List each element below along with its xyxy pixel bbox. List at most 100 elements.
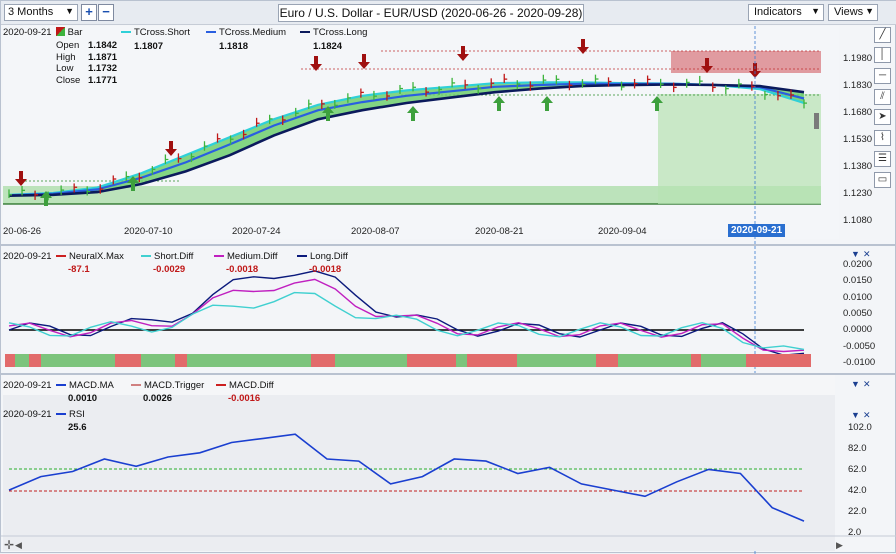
buy-arrow-icon xyxy=(127,176,139,191)
indicators-label: Indicators xyxy=(754,6,802,18)
bar-icon xyxy=(56,27,65,36)
legend-name: TCross.Short xyxy=(134,27,190,38)
buy-arrow-icon xyxy=(40,191,52,206)
zoom-in-button[interactable]: + xyxy=(81,4,97,21)
neural-strip-cell xyxy=(691,354,701,367)
scroll-right-icon[interactable]: ▶ xyxy=(836,540,843,550)
legend-value: 1.1807 xyxy=(134,41,164,52)
indicators-button[interactable]: Indicators ▼ xyxy=(748,4,824,21)
legend-name: Short.Diff xyxy=(154,251,194,262)
collapse-panel-icon[interactable]: ▼ xyxy=(851,379,860,389)
channel-tool-icon[interactable]: ⫽ xyxy=(874,89,891,105)
x-tick: 2020-09-04 xyxy=(598,226,647,237)
bar-label: Bar xyxy=(67,27,83,38)
toolbar: 3 Months ▼ + − Euro / U.S. Dollar - EUR/… xyxy=(1,1,896,25)
buy-arrow-icon xyxy=(407,106,419,121)
zoom-out-button[interactable]: − xyxy=(98,4,114,21)
y-tick: 42.0 xyxy=(848,485,867,496)
legend-tcross-medium: TCross.Medium 1.1818 xyxy=(206,27,286,52)
comment-tool-icon[interactable]: ▭ xyxy=(874,172,891,188)
neural-strip-cell xyxy=(407,354,456,367)
diff-chart[interactable] xyxy=(1,246,896,376)
close-panel-icon[interactable]: ✕ xyxy=(863,410,871,420)
ohlc-label: High xyxy=(56,51,76,63)
neural-strip-cell xyxy=(41,354,115,367)
rsi-date: 2020-09-21 xyxy=(3,409,52,420)
move-handle-icon[interactable]: ✛ xyxy=(4,538,15,552)
y-tick: 1.1380 xyxy=(843,161,873,172)
legend-name: MACD.Diff xyxy=(229,380,274,391)
legend-long-diff: Long.Diff -0.0018 xyxy=(297,251,348,275)
sell-arrow-icon xyxy=(358,54,370,69)
legend-neuralx: NeuralX.Max -87.1 xyxy=(56,251,124,275)
x-tick: 2020-08-21 xyxy=(475,226,524,237)
y-tick: 2.0 xyxy=(848,527,862,538)
neural-strip-cell xyxy=(15,354,29,367)
y-tick: 82.0 xyxy=(848,443,867,454)
y-tick: 1.1080 xyxy=(843,215,873,226)
neural-strip-cell xyxy=(29,354,41,367)
neural-strip-cell xyxy=(5,354,15,367)
chevron-down-icon: ▼ xyxy=(65,6,74,16)
legend-tcross-short: TCross.Short 1.1807 xyxy=(121,27,190,52)
buy-arrow-icon xyxy=(322,106,334,121)
vertical-line-tool-icon[interactable]: │ xyxy=(874,47,891,63)
legend-short-diff: Short.Diff -0.0029 xyxy=(141,251,193,275)
neural-strip-cell xyxy=(335,354,407,367)
y-tick: 1.1230 xyxy=(843,188,873,199)
x-tick: 20-06-26 xyxy=(3,226,42,237)
legend-value: 1.1824 xyxy=(313,41,343,52)
legend-swatch xyxy=(141,255,151,258)
neural-strip-cell xyxy=(456,354,467,367)
legend-swatch xyxy=(56,255,66,258)
legend-swatch xyxy=(56,384,66,387)
legend-tcross-long: TCross.Long 1.1824 xyxy=(300,27,367,52)
y-tick: -0.0100 xyxy=(843,357,876,368)
legend-name: TCross.Long xyxy=(313,27,368,38)
diff-date: 2020-09-21 xyxy=(3,251,52,262)
fibonacci-tool-icon[interactable]: ⌇ xyxy=(874,130,891,146)
neural-strip-cell xyxy=(701,354,746,367)
close-panel-icon[interactable]: ✕ xyxy=(863,379,871,389)
levels-tool-icon[interactable]: ☰ xyxy=(874,151,891,167)
legend-name: MACD.MA xyxy=(69,380,114,391)
sell-arrow-icon xyxy=(165,141,177,156)
scroll-left-icon[interactable]: ◀ xyxy=(15,540,22,550)
ohlc-value: 1.1842 xyxy=(88,40,118,51)
legend-value: 0.0010 xyxy=(68,393,98,404)
y-tick: 1.1980 xyxy=(843,53,873,64)
legend-name: MACD.Trigger xyxy=(144,380,205,391)
chart-title: Euro / U.S. Dollar - EUR/USD (2020-06-26… xyxy=(278,4,584,22)
neural-strip-cell xyxy=(311,354,335,367)
neural-strip-cell xyxy=(141,354,175,367)
ohlc-box: Open 1.1842 High 1.1871 Low 1.1732 Close 1.1… xyxy=(56,40,117,86)
legend-rsi: RSI 25.6 xyxy=(56,409,87,433)
close-panel-icon[interactable]: ✕ xyxy=(863,249,871,259)
neural-strip-cell xyxy=(746,354,811,367)
collapse-panel-icon[interactable]: ▼ xyxy=(851,410,860,420)
trendline-tool-icon[interactable]: ╱ xyxy=(874,27,891,43)
main-date: 2020-09-21 xyxy=(3,27,52,38)
x-tick: 2020-07-10 xyxy=(124,226,173,237)
legend-macd-trigger: MACD.Trigger 0.0026 xyxy=(131,380,204,404)
neural-strip-cell xyxy=(115,354,141,367)
legend-swatch xyxy=(214,255,224,258)
legend-value: 1.1818 xyxy=(219,41,249,52)
sell-arrow-icon xyxy=(310,56,322,71)
collapse-panel-icon[interactable]: ▼ xyxy=(851,249,860,259)
legend-swatch xyxy=(56,413,66,416)
legend-name: TCross.Medium xyxy=(219,27,287,38)
ohlc-value: 1.1871 xyxy=(88,51,118,63)
legend-value: -0.0029 xyxy=(153,264,186,275)
crosshair-date: 2020-09-21 xyxy=(728,224,786,237)
arrow-tool-icon[interactable]: ➤ xyxy=(874,109,891,125)
rsi-chart[interactable] xyxy=(1,375,896,551)
period-select[interactable]: 3 Months ▼ xyxy=(4,4,78,21)
neural-strip-cell xyxy=(517,354,596,367)
neural-strip-cell xyxy=(618,354,691,367)
ohlc-label: Close xyxy=(56,74,81,86)
views-button[interactable]: Views ▼ xyxy=(828,4,878,21)
y-tick: 1.1530 xyxy=(843,134,873,145)
horizontal-line-tool-icon[interactable]: ─ xyxy=(874,68,891,84)
